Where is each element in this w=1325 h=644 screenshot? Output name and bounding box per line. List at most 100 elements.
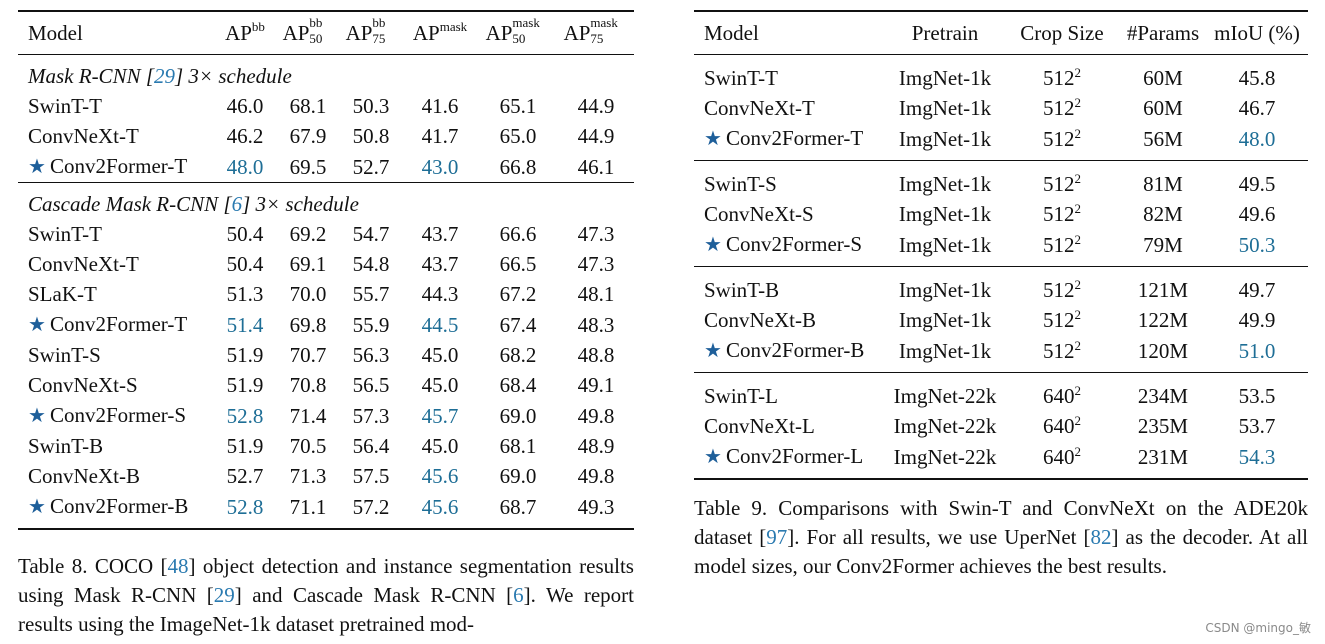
value-cell: 56.5 <box>352 373 390 397</box>
table-row: ★ Conv2Former-T 51.4 69.8 55.9 44.5 67.4 48.3 <box>18 309 634 340</box>
caption-text: Table 8. COCO [ <box>18 554 168 578</box>
model-name: Conv2Former-T <box>49 312 188 336</box>
star-icon: ★ <box>28 156 46 178</box>
ap-stack: bb 75 <box>372 16 396 45</box>
squared-exponent: 2 <box>1074 307 1082 322</box>
citation-link[interactable]: 48 <box>167 554 189 578</box>
star-icon: ★ <box>704 446 722 468</box>
pretrain-cell: ImgNet-22k <box>886 441 1004 480</box>
value-cell: 51.9 <box>226 343 264 367</box>
value-cell: 41.6 <box>421 94 459 118</box>
value-cell: 50.8 <box>352 124 390 148</box>
value-cell: 47.3 <box>577 222 615 246</box>
table-row: ★ Conv2Former-T ImgNet-1k 5122 56M 48.0 <box>694 123 1308 161</box>
squared-exponent: 2 <box>1074 231 1082 247</box>
model-cell: SwinT-B <box>694 266 886 305</box>
value-cell: 52.8 <box>214 491 276 530</box>
crop-size-cell: 5122 <box>1004 305 1120 335</box>
table9-header-model: Model <box>694 10 886 55</box>
ap-base: AP <box>412 21 440 45</box>
pretrain-cell: ImgNet-1k <box>898 96 992 120</box>
table-row: SLaK-T 51.3 70.0 55.7 44.3 67.2 48.1 <box>18 279 634 309</box>
model-name: ConvNeXt-L <box>704 414 815 438</box>
model-name: SLaK-T <box>28 282 97 306</box>
model-name: SwinT-S <box>704 172 777 196</box>
table8-header-ap-bb75: AP bb 75 <box>340 10 402 55</box>
model-name: ConvNeXt-S <box>704 202 814 226</box>
model-cell: SwinT-L <box>694 372 886 411</box>
miou-cell: 46.7 <box>1238 96 1276 120</box>
table9-header-crop: Crop Size <box>1004 10 1120 55</box>
model-cell: SwinT-T <box>18 91 214 121</box>
citation-link[interactable]: 6 <box>231 192 243 216</box>
section-title-text: Cascade Mask R-CNN [ <box>28 192 232 216</box>
value-cell: 56.3 <box>352 343 390 367</box>
value-cell: 56.4 <box>352 434 390 458</box>
model-cell: SwinT-S <box>694 160 886 199</box>
pretrain-cell: ImgNet-1k <box>898 338 992 363</box>
table-row: SwinT-T ImgNet-1k 5122 60M 45.8 <box>694 55 1308 94</box>
model-name: ConvNeXt-T <box>28 252 139 276</box>
ap-sup: bb <box>309 15 323 30</box>
caption-text: Table 9. Comparisons with Swin-T and Con… <box>694 496 1308 549</box>
model-cell: ConvNeXt-S <box>18 370 214 400</box>
table9-body: SwinT-T ImgNet-1k 5122 60M 45.8 ConvNeXt-T Img… <box>694 55 1308 480</box>
section-title: Mask R-CNN [29] 3× schedule <box>18 55 634 92</box>
model-cell: ★ Conv2Former-S <box>18 400 214 431</box>
citation-link[interactable]: 29 <box>154 64 175 88</box>
value-cell: 45.7 <box>421 403 459 428</box>
table-row: ConvNeXt-T 46.2 67.9 50.8 41.7 65.0 44.9 <box>18 121 634 151</box>
value-cell: 68.4 <box>499 373 537 397</box>
value-cell: 48.3 <box>577 312 615 337</box>
model-cell: SwinT-T <box>18 219 214 249</box>
squared-exponent: 2 <box>1074 201 1082 216</box>
model-cell: ConvNeXt-B <box>18 461 214 491</box>
table-row: ★ Conv2Former-S ImgNet-1k 5122 79M 50.3 <box>694 229 1308 267</box>
params-cell: 121M <box>1120 266 1206 305</box>
model-cell: ★ Conv2Former-L <box>694 441 886 480</box>
crop-value: 640 <box>1043 384 1075 408</box>
crop-size-cell: 6402 <box>1004 441 1120 480</box>
value-cell: 65.0 <box>499 124 537 148</box>
params-cell: 60M <box>1143 96 1183 120</box>
pretrain-cell: ImgNet-1k <box>898 126 992 151</box>
star-icon: ★ <box>28 496 46 518</box>
caption-text: ]. We report results using the ImageNet-… <box>18 583 634 636</box>
table-row: SwinT-L ImgNet-22k 6402 234M 53.5 <box>694 372 1308 411</box>
table9-caption: Table 9. Comparisons with Swin-T and Con… <box>694 494 1308 581</box>
table9-header-row: Model Pretrain Crop Size #Params mIoU (%… <box>694 10 1308 55</box>
model-cell: ConvNeXt-B <box>694 305 886 335</box>
citation-link[interactable]: 29 <box>213 583 235 607</box>
citation-link[interactable]: 82 <box>1090 525 1112 549</box>
model-name: SwinT-B <box>704 278 780 302</box>
ap-sup: bb <box>251 19 265 34</box>
model-cell: ★ Conv2Former-B <box>694 335 886 373</box>
pretrain-cell: ImgNet-1k <box>886 160 1004 199</box>
section-title: Cascade Mask R-CNN [6] 3× schedule <box>18 182 634 219</box>
table-row: ConvNeXt-S 51.9 70.8 56.5 45.0 68.4 49.1 <box>18 370 634 400</box>
star-icon: ★ <box>704 234 722 256</box>
miou-cell: 53.7 <box>1238 414 1276 438</box>
value-cell: 66.6 <box>499 222 537 246</box>
model-name: ConvNeXt-B <box>28 464 140 488</box>
model-name: Conv2Former-S <box>49 403 187 427</box>
model-name: SwinT-L <box>704 384 778 408</box>
crop-value: 512 <box>1043 232 1075 257</box>
citation-link[interactable]: 6 <box>513 583 524 607</box>
citation-link[interactable]: 97 <box>766 525 788 549</box>
ap-base: AP <box>563 21 591 45</box>
ap-base: AP <box>282 21 310 45</box>
table-row: SwinT-T 50.4 69.2 54.7 43.7 66.6 47.3 <box>18 219 634 249</box>
value-cell: 70.8 <box>289 373 327 397</box>
model-name: ConvNeXt-S <box>28 373 138 397</box>
value-cell: 49.8 <box>577 403 615 428</box>
value-cell: 46.2 <box>226 124 264 148</box>
value-cell: 41.7 <box>421 124 459 148</box>
value-cell: 43.7 <box>421 222 459 246</box>
crop-size-cell: 5122 <box>1004 160 1120 199</box>
value-cell: 49.3 <box>558 491 634 530</box>
table-row: ★ Conv2Former-L ImgNet-22k 6402 231M 54.3 <box>694 441 1308 480</box>
value-cell: 46.1 <box>577 154 615 179</box>
value-cell: 69.8 <box>289 312 327 337</box>
params-cell: 81M <box>1120 160 1206 199</box>
